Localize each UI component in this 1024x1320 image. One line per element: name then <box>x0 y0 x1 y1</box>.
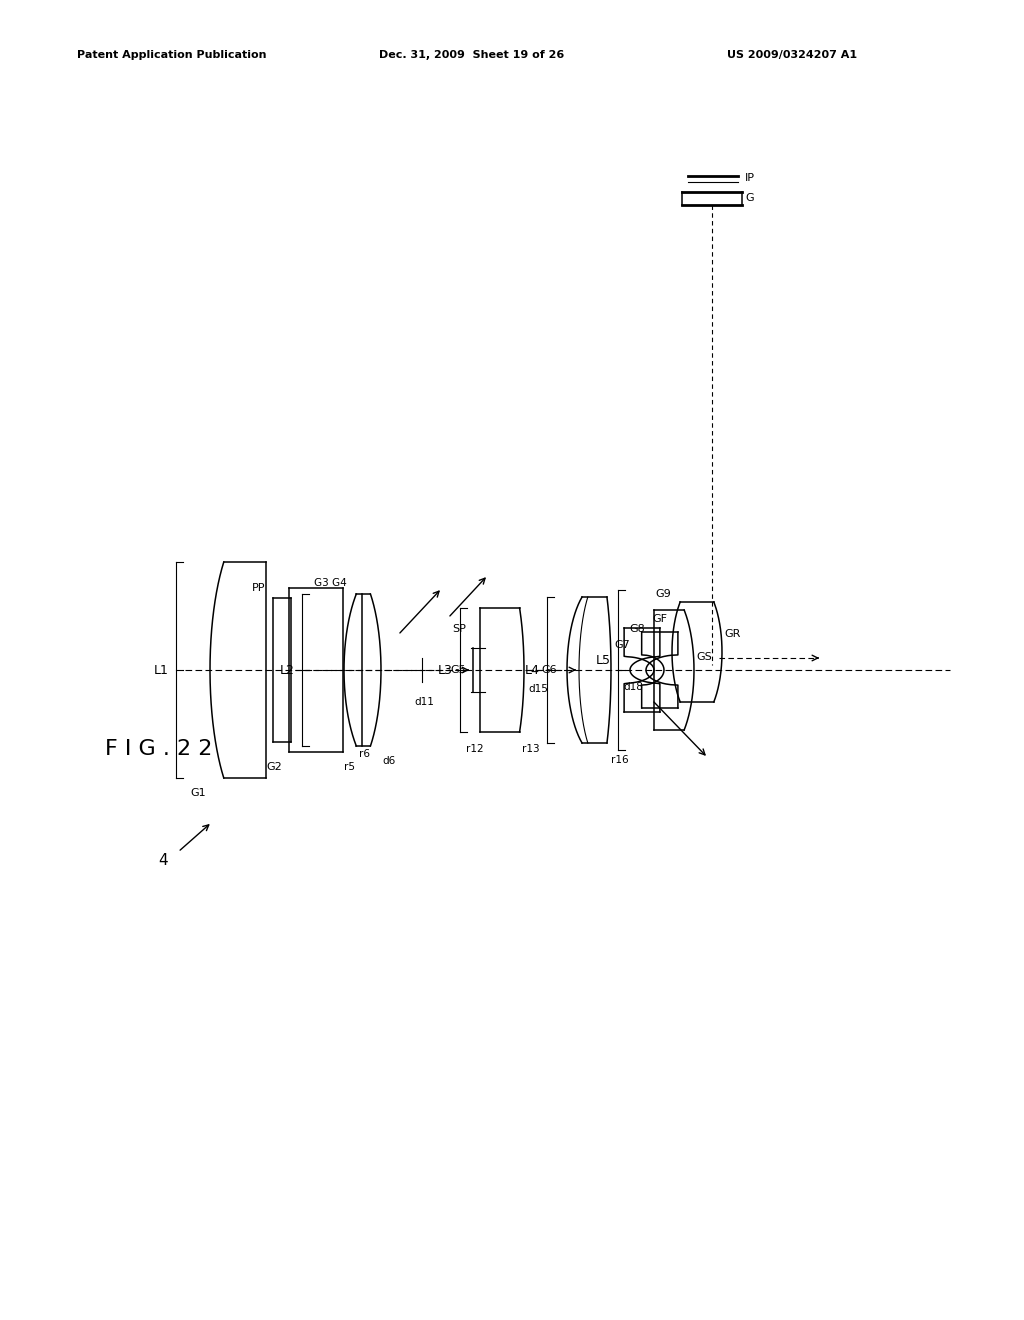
Text: 4: 4 <box>158 853 168 869</box>
Text: L1: L1 <box>154 664 169 676</box>
Text: L3: L3 <box>438 664 453 676</box>
Text: GR: GR <box>724 630 740 639</box>
Text: G1: G1 <box>190 788 206 799</box>
Text: G2: G2 <box>266 762 282 772</box>
Text: r16: r16 <box>611 755 629 766</box>
Text: L5: L5 <box>596 653 611 667</box>
Text: IP: IP <box>745 173 755 183</box>
Text: d15: d15 <box>528 684 548 694</box>
Text: r6: r6 <box>359 748 370 759</box>
Text: d18: d18 <box>623 682 643 692</box>
Text: F I G . 2 2: F I G . 2 2 <box>105 739 212 759</box>
Text: G6: G6 <box>541 665 557 675</box>
Text: G3 G4: G3 G4 <box>314 578 347 587</box>
Text: G5: G5 <box>450 665 466 675</box>
Text: d6: d6 <box>382 756 395 766</box>
Text: Dec. 31, 2009  Sheet 19 of 26: Dec. 31, 2009 Sheet 19 of 26 <box>379 50 564 61</box>
Text: G7: G7 <box>614 640 630 649</box>
Text: G: G <box>745 193 754 203</box>
Text: L2: L2 <box>280 664 295 676</box>
Text: L4: L4 <box>525 664 540 676</box>
Text: d11: d11 <box>414 697 434 708</box>
Text: GS: GS <box>696 652 712 663</box>
Text: US 2009/0324207 A1: US 2009/0324207 A1 <box>727 50 857 61</box>
Text: r13: r13 <box>522 744 540 754</box>
Text: r5: r5 <box>344 762 355 772</box>
Text: PP: PP <box>252 583 265 593</box>
Text: r12: r12 <box>466 744 483 754</box>
Text: G9: G9 <box>655 589 671 599</box>
Text: GF: GF <box>652 614 667 624</box>
Text: Patent Application Publication: Patent Application Publication <box>77 50 266 61</box>
Text: G8: G8 <box>629 624 645 634</box>
Text: SP: SP <box>452 624 466 634</box>
